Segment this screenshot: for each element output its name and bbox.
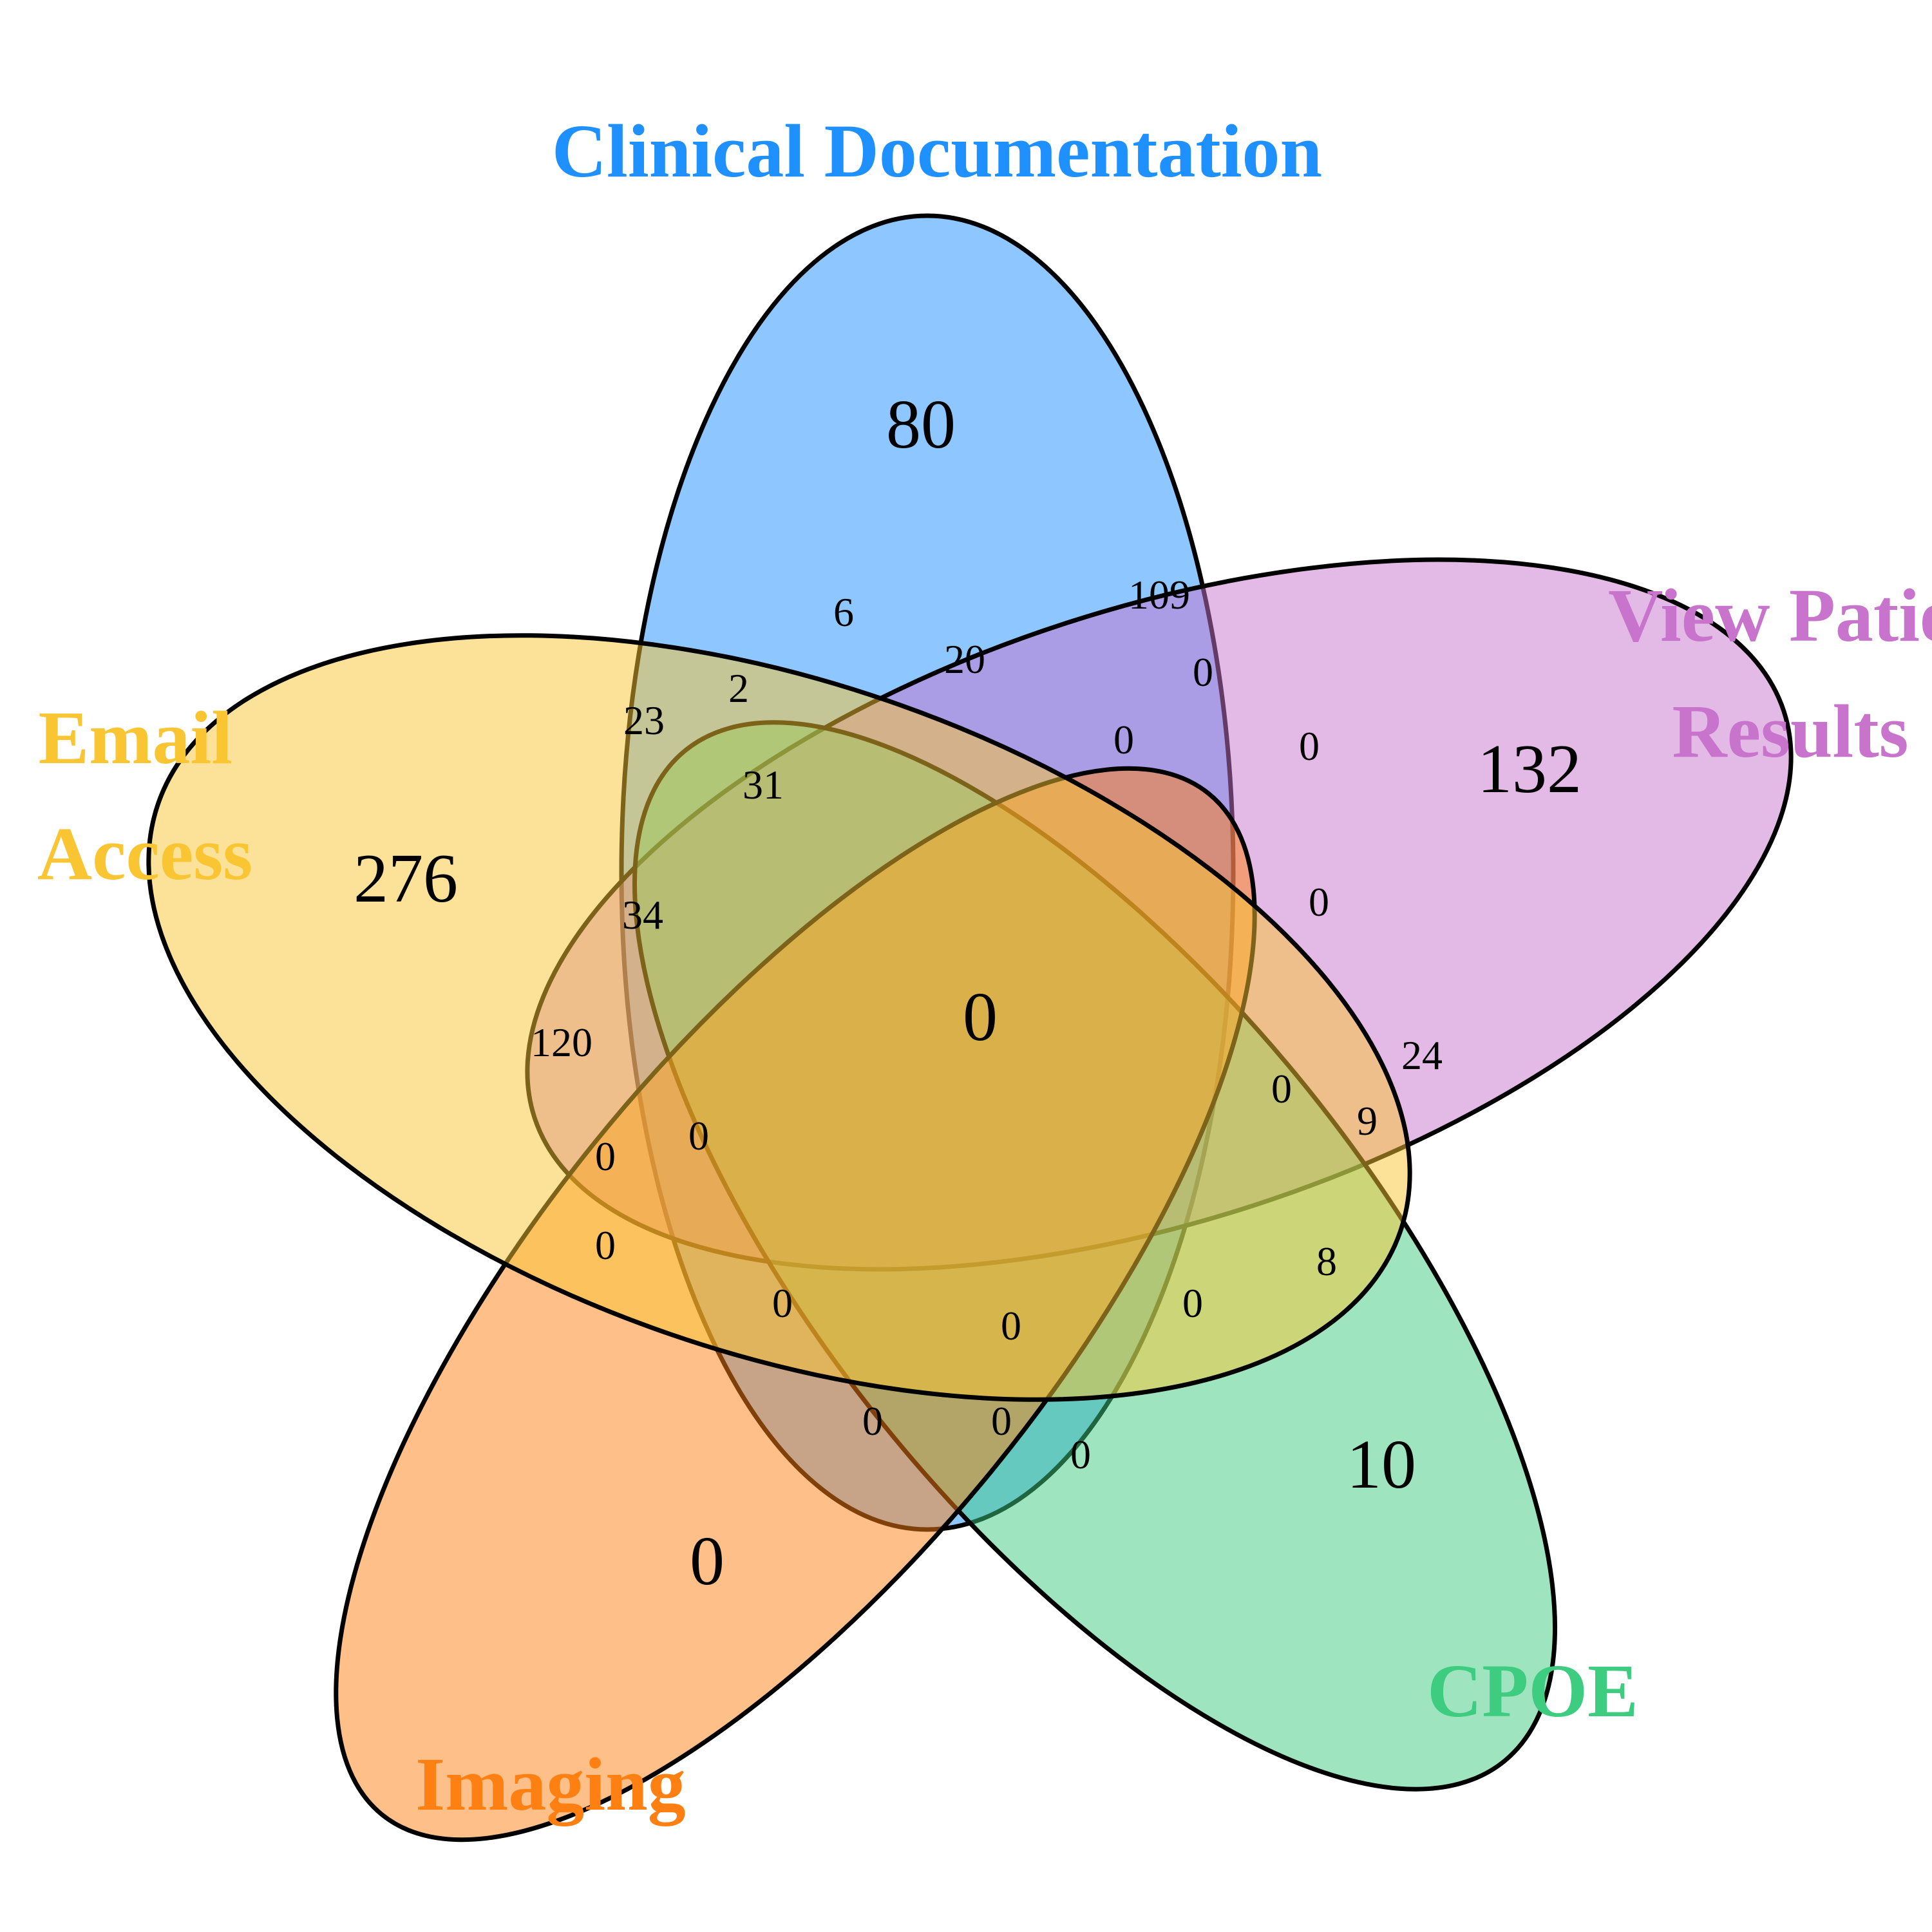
region-count: 0 (963, 979, 998, 1056)
region-count: 109 (1128, 572, 1190, 618)
imaging-label: Imaging (415, 1742, 686, 1826)
email-label: Email Access (37, 696, 252, 896)
region-count: 80 (886, 386, 956, 463)
email-ellipse (146, 633, 1412, 1402)
region-count: 0 (1193, 649, 1213, 695)
cpoe-label: CPOE (1427, 1649, 1638, 1733)
region-count: 0 (1182, 1280, 1203, 1326)
region-count: 10 (1347, 1426, 1416, 1503)
region-count: 31 (743, 762, 784, 808)
region-count: 0 (595, 1133, 616, 1179)
region-count: 9 (1357, 1098, 1378, 1144)
region-count: 23 (623, 697, 665, 743)
region-counts: 80 132 10 0 276 0 6 109 20 2 23 31 34 12… (354, 386, 1582, 1600)
region-count: 276 (354, 840, 458, 917)
region-count: 0 (1299, 723, 1320, 769)
region-count: 0 (772, 1280, 793, 1326)
set-ellipses (146, 213, 1794, 1842)
region-count: 24 (1401, 1032, 1443, 1078)
region-count: 0 (1309, 879, 1329, 925)
region-count: 0 (1113, 717, 1134, 762)
region-count: 0 (1001, 1303, 1021, 1349)
region-count: 0 (595, 1222, 616, 1268)
region-count: 2 (728, 665, 749, 711)
region-count: 6 (833, 589, 854, 635)
region-count: 0 (688, 1113, 709, 1159)
set-labels: Clinical Documentation View Patie Result… (37, 109, 1932, 1826)
region-count: 0 (862, 1398, 883, 1444)
region-count: 132 (1477, 731, 1582, 808)
view-label: View Patie Results (1608, 573, 1932, 773)
region-count: 34 (622, 892, 663, 938)
region-count: 20 (944, 636, 985, 682)
clinical-label: Clinical Documentation (552, 109, 1322, 193)
region-count: 0 (1070, 1432, 1091, 1477)
region-count: 120 (531, 1019, 592, 1065)
region-count: 0 (1271, 1066, 1292, 1112)
region-count: 0 (991, 1398, 1012, 1444)
region-count: 0 (690, 1523, 724, 1600)
region-count: 8 (1316, 1238, 1337, 1284)
